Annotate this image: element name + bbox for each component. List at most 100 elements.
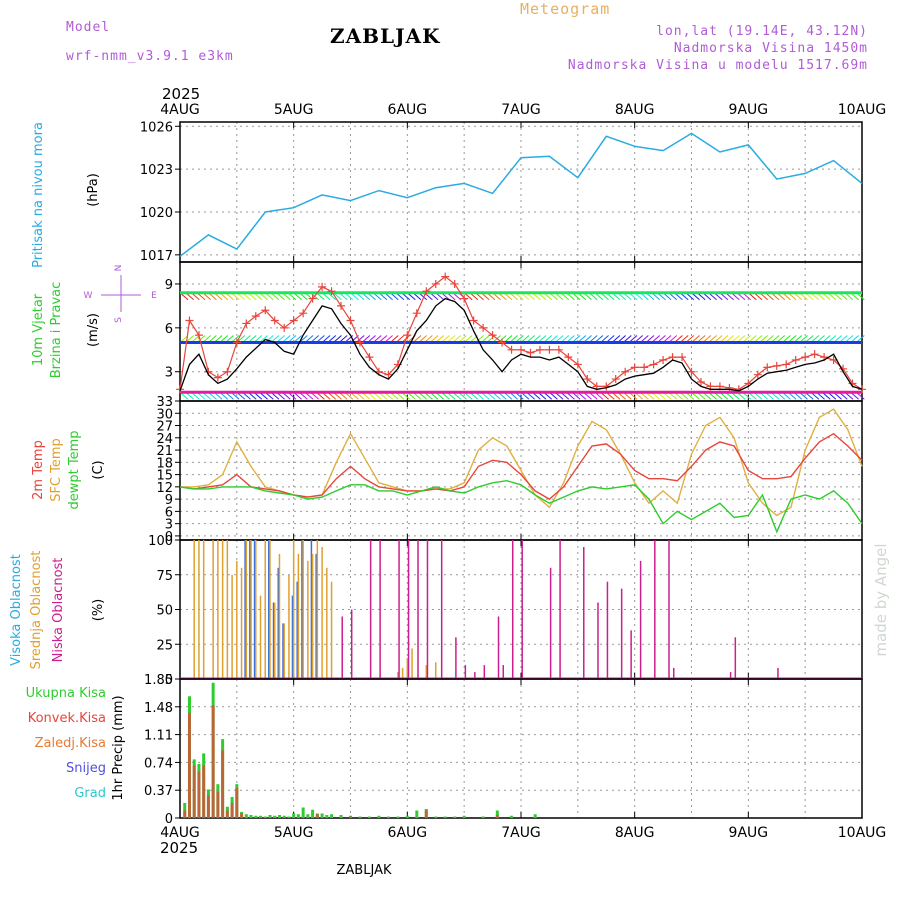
- page-title: ZABLJAK: [330, 24, 441, 48]
- wind-gust-marker: [261, 306, 270, 315]
- model-altitude: Nadmorska Visina u modelu 1517.69m: [567, 58, 868, 73]
- wind-gust-marker: [327, 287, 336, 296]
- wind-gust-marker: [810, 350, 819, 359]
- cloud-ylabel-2: Srednja Oblacnost: [29, 551, 44, 670]
- wind-gust-marker: [431, 279, 440, 288]
- wind-gust-marker: [801, 353, 810, 362]
- rain-conv-bar: [221, 750, 225, 818]
- wind-gust-marker: [460, 294, 469, 303]
- tick-label-y: 18: [156, 456, 173, 471]
- date-label-bottom: 8AUG: [615, 825, 655, 841]
- rain-total-bar: [311, 809, 315, 818]
- precip-legend-item: Grad: [74, 786, 106, 801]
- meteogram-subtitle: Meteogram: [520, 0, 611, 18]
- wind-gust-marker: [725, 383, 734, 392]
- rain-total-bar: [533, 814, 537, 818]
- wind-ylabel-2: Brzina i Pravac: [49, 282, 64, 379]
- rain-conv-bar: [197, 771, 201, 818]
- wind-gust-marker: [308, 294, 317, 303]
- wind-gust-marker: [384, 370, 393, 379]
- wind-gust-marker: [640, 363, 649, 372]
- rain-total-bar: [277, 814, 281, 818]
- tick-label-y: 1017: [140, 249, 173, 264]
- rain-conv-bar: [187, 712, 191, 818]
- rain-conv-bar: [349, 816, 352, 818]
- date-label-bottom: 5AUG: [274, 825, 314, 841]
- wind-ylabel-1: 10m Vjetar: [31, 293, 46, 366]
- panel-wind: 3 6 9: [165, 261, 866, 402]
- date-label-bottom: 6AUG: [388, 825, 428, 841]
- wind-gust-marker: [763, 363, 772, 372]
- wind-gust-marker: [753, 370, 762, 379]
- wind-gust-marker: [583, 375, 592, 384]
- rain-total-bar: [377, 815, 381, 818]
- pressure-line: [179, 132, 863, 257]
- rain-total-bar: [292, 813, 296, 818]
- date-label-top: 4AUG: [160, 102, 200, 118]
- wind-gust-marker: [507, 345, 516, 354]
- cloud-unit: (%): [91, 599, 106, 622]
- tick-label-y: 6: [165, 505, 173, 520]
- rain-conv-bar: [192, 765, 196, 818]
- rain-total-bar: [481, 816, 485, 818]
- panel-pressure: 1017 1020 1023 1026: [140, 120, 863, 264]
- tick-label-y: 1023: [140, 163, 173, 178]
- rain-total-bar: [287, 816, 291, 818]
- tick-label-y: 30: [156, 407, 173, 422]
- wind-gust-marker: [772, 361, 781, 370]
- wind-gust-marker: [782, 360, 791, 369]
- wind-gust-marker: [564, 353, 573, 362]
- wind-gust-marker: [630, 363, 639, 372]
- footer-station: ZABLJAK: [337, 863, 392, 878]
- wind-gust-marker: [498, 338, 507, 347]
- rain-total-bar: [453, 816, 457, 818]
- panel-precip: 0 0.37 0.74 1.11 1.48 1.85: [144, 673, 863, 827]
- rain-conv-bar: [424, 810, 428, 818]
- wind-speed-line: [179, 297, 863, 392]
- wind-gust-marker: [488, 331, 497, 340]
- wind-gust-marker: [678, 353, 687, 362]
- wind-gust-marker: [213, 373, 222, 382]
- rain-conv-bar: [495, 814, 499, 818]
- dewpoint-line: [179, 479, 863, 534]
- wind-gust-marker: [649, 360, 658, 369]
- tick-label-y: 1.85: [144, 673, 173, 688]
- wind-gust-marker: [194, 331, 203, 340]
- cloud-ylabel-3: Niska Oblacnost: [51, 558, 66, 663]
- rain-total-bar: [296, 814, 300, 818]
- coordinates: lon,lat (19.14E, 43.12N): [656, 24, 868, 39]
- rain-total-bar: [249, 814, 253, 818]
- wind-gust-marker: [422, 287, 431, 296]
- tick-label-y: 75: [156, 569, 173, 584]
- tick-label-y: 9: [165, 278, 173, 293]
- wind-gust-marker: [337, 301, 346, 310]
- tick-label-y: 12: [156, 481, 173, 496]
- wind-compass-icon: N S W E: [84, 265, 158, 323]
- temp-ylabel-1: 2m Temp: [31, 440, 46, 500]
- rain-total-bar: [358, 816, 362, 818]
- credit-watermark: made by Angel: [872, 543, 890, 656]
- rain-total-bar: [396, 816, 400, 818]
- tick-label-y: 0.37: [144, 784, 173, 799]
- tick-label-y: 15: [156, 469, 173, 484]
- rain-conv-bar: [202, 765, 206, 818]
- temp-unit: (C): [91, 460, 106, 479]
- rain-total-bar: [282, 815, 286, 818]
- rain-conv-bar: [211, 705, 215, 818]
- wind-gust-marker: [346, 316, 355, 325]
- tick-label-y: 50: [156, 604, 173, 619]
- wind-gust-marker: [687, 367, 696, 376]
- date-label-top: 5AUG: [274, 102, 314, 118]
- rain-total-bar: [254, 815, 258, 818]
- panel-frame: [179, 678, 863, 819]
- wind-gust-marker: [621, 367, 630, 376]
- wind-gust-marker: [403, 331, 412, 340]
- rain-total-bar: [405, 815, 409, 818]
- wind-gust-marker: [611, 375, 620, 384]
- wind-gust-marker: [280, 323, 289, 332]
- date-label-top: 10AUG: [838, 102, 887, 118]
- date-label-bottom: 4AUG: [160, 825, 200, 841]
- tick-label-y: 9: [165, 493, 173, 508]
- precip-legend-item: Konvek.Kisa: [28, 711, 106, 726]
